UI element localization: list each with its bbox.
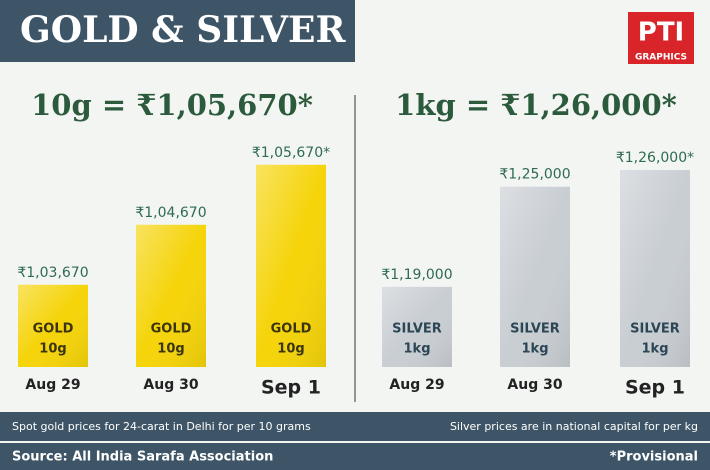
bar-sheen (620, 170, 690, 367)
value-label: ₹1,25,000 (499, 167, 570, 183)
value-label: ₹1,05,670* (252, 145, 330, 161)
bar-text: 10g (157, 342, 184, 357)
bar-text: GOLD (33, 322, 74, 337)
bar-text: SILVER (392, 322, 442, 337)
bar-text: 1kg (522, 342, 549, 357)
bar-text: 1kg (642, 342, 669, 357)
x-tick-label: Sep 1 (625, 377, 685, 399)
logo-name: PTI (638, 18, 684, 48)
bar-text: 10g (39, 342, 66, 357)
value-label: ₹1,04,670 (135, 205, 206, 221)
bar-text: SILVER (630, 322, 680, 337)
bar-sheen (500, 186, 570, 367)
bar-sheen (18, 284, 88, 367)
logo-sub: GRAPHICS (635, 53, 687, 63)
value-label: ₹1,03,670 (17, 265, 88, 281)
x-tick-label: Aug 29 (25, 377, 80, 393)
value-label: ₹1,26,000* (616, 150, 694, 166)
x-tick-label: Aug 29 (389, 377, 444, 393)
bar-sheen (136, 224, 206, 367)
provisional: *Provisional (610, 450, 698, 465)
bar-sheen (256, 164, 326, 367)
bar-text: GOLD (271, 322, 312, 337)
panel-heading: 10g = ₹1,05,670* (31, 88, 313, 122)
logo-box (628, 12, 694, 64)
x-tick-label: Sep 1 (261, 377, 321, 399)
bar-text: 10g (277, 342, 304, 357)
note-right: Silver prices are in national capital fo… (450, 420, 698, 433)
bar-sheen (382, 286, 452, 367)
source: Source: All India Sarafa Association (12, 450, 273, 465)
bar-text: GOLD (151, 322, 192, 337)
x-tick-label: Aug 30 (143, 377, 198, 393)
bar-text: 1kg (404, 342, 431, 357)
title: GOLD & SILVER (20, 9, 346, 51)
panel-heading: 1kg = ₹1,26,000* (395, 88, 677, 122)
title-box (0, 0, 355, 62)
footer-notes (0, 412, 710, 441)
note-left: Spot gold prices for 24-carat in Delhi f… (12, 420, 311, 433)
bar-text: SILVER (510, 322, 560, 337)
x-tick-label: Aug 30 (507, 377, 562, 393)
footer-source (0, 443, 710, 470)
value-label: ₹1,19,000 (381, 267, 452, 283)
